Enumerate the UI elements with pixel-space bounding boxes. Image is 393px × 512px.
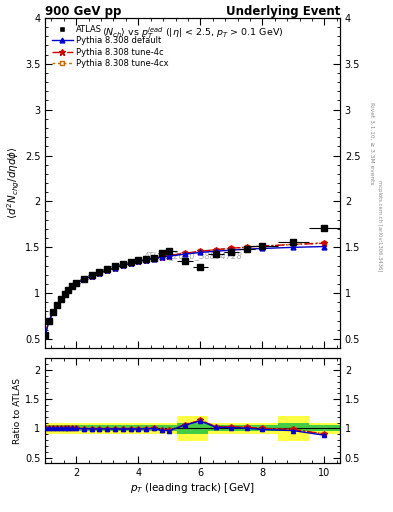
X-axis label: $p_T$ (leading track) [GeV]: $p_T$ (leading track) [GeV] (130, 481, 255, 495)
Text: Rivet 3.1.10, ≥ 3.3M events: Rivet 3.1.10, ≥ 3.3M events (369, 102, 374, 185)
Legend: ATLAS, Pythia 8.308 default, Pythia 8.308 tune-4c, Pythia 8.308 tune-4cx: ATLAS, Pythia 8.308 default, Pythia 8.30… (50, 22, 171, 71)
Text: ATLAS_2010_S8894728: ATLAS_2010_S8894728 (143, 251, 242, 260)
Text: mcplots.cern.ch [arXiv:1306.3436]: mcplots.cern.ch [arXiv:1306.3436] (377, 180, 382, 271)
Text: $\langle N_{ch}\rangle$ vs $p_T^{lead}$ ($|\eta|$ < 2.5, $p_T$ > 0.1 GeV): $\langle N_{ch}\rangle$ vs $p_T^{lead}$ … (102, 26, 283, 41)
Y-axis label: $\langle d^2 N_{chg}/d\eta d\phi \rangle$: $\langle d^2 N_{chg}/d\eta d\phi \rangle… (6, 146, 22, 220)
Y-axis label: Ratio to ATLAS: Ratio to ATLAS (13, 378, 22, 444)
Text: Underlying Event: Underlying Event (226, 5, 340, 18)
Text: 900 GeV pp: 900 GeV pp (45, 5, 121, 18)
